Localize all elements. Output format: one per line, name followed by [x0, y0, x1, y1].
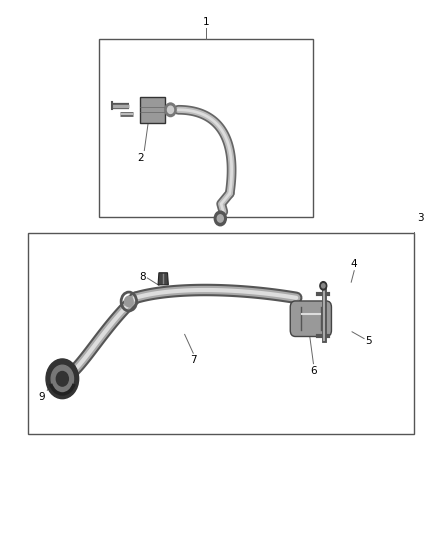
Circle shape — [124, 296, 133, 306]
Circle shape — [214, 211, 226, 226]
Text: 5: 5 — [365, 336, 371, 346]
Bar — [141, 97, 165, 123]
Circle shape — [320, 281, 327, 290]
Circle shape — [51, 365, 74, 392]
Circle shape — [46, 359, 79, 399]
Text: 8: 8 — [139, 272, 146, 282]
Text: 3: 3 — [417, 213, 424, 223]
Circle shape — [321, 284, 325, 288]
Bar — [28, 232, 414, 434]
Text: 4: 4 — [351, 259, 357, 269]
Text: 6: 6 — [310, 366, 317, 376]
Circle shape — [165, 103, 176, 117]
Polygon shape — [158, 273, 168, 285]
Text: 2: 2 — [138, 152, 144, 163]
Text: 7: 7 — [190, 356, 197, 365]
Circle shape — [57, 372, 68, 386]
Text: 1: 1 — [203, 17, 209, 27]
FancyBboxPatch shape — [290, 301, 332, 336]
Circle shape — [217, 215, 223, 222]
Text: 9: 9 — [39, 392, 46, 402]
Circle shape — [167, 106, 173, 114]
Bar — [99, 39, 314, 217]
